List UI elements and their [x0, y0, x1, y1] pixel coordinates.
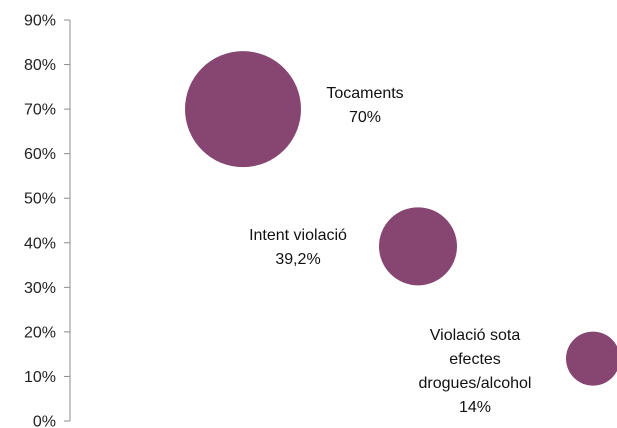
y-tick-label: 90%: [24, 13, 56, 30]
bubble-data-label: Intent violació: [249, 227, 347, 244]
y-tick-label: 10%: [24, 369, 56, 386]
bubble-series: [185, 51, 617, 386]
bubble-labels: Tocaments 70% Intent violació 39,2% Violació…: [249, 85, 531, 416]
bubble-data-label: Violació sota: [430, 327, 521, 344]
bubble-data-label: 14%: [459, 399, 491, 416]
y-tick-label: 70%: [24, 102, 56, 119]
bubble-data-label: 70%: [349, 109, 381, 126]
bubble-data-label: Tocaments: [326, 85, 403, 102]
y-tick-label: 20%: [24, 324, 56, 341]
y-tick-label: 50%: [24, 191, 56, 208]
y-tick-label: 0%: [33, 414, 56, 428]
y-tick-label: 30%: [24, 280, 56, 297]
y-axis: 0% 10% 20% 30% 40% 50% 60% 70% 80% 90%: [24, 13, 71, 428]
bubble-data-label: drogues/alcohol: [419, 375, 532, 392]
y-tick-label: 60%: [24, 146, 56, 163]
bubble[interactable]: [379, 207, 457, 286]
bubble[interactable]: [185, 51, 301, 168]
bubble[interactable]: [566, 331, 617, 386]
bubble-data-label: 39,2%: [275, 251, 320, 268]
y-tick-label: 80%: [24, 57, 56, 74]
bubble-data-label: efectes: [449, 351, 501, 368]
y-tick-label: 40%: [24, 235, 56, 252]
